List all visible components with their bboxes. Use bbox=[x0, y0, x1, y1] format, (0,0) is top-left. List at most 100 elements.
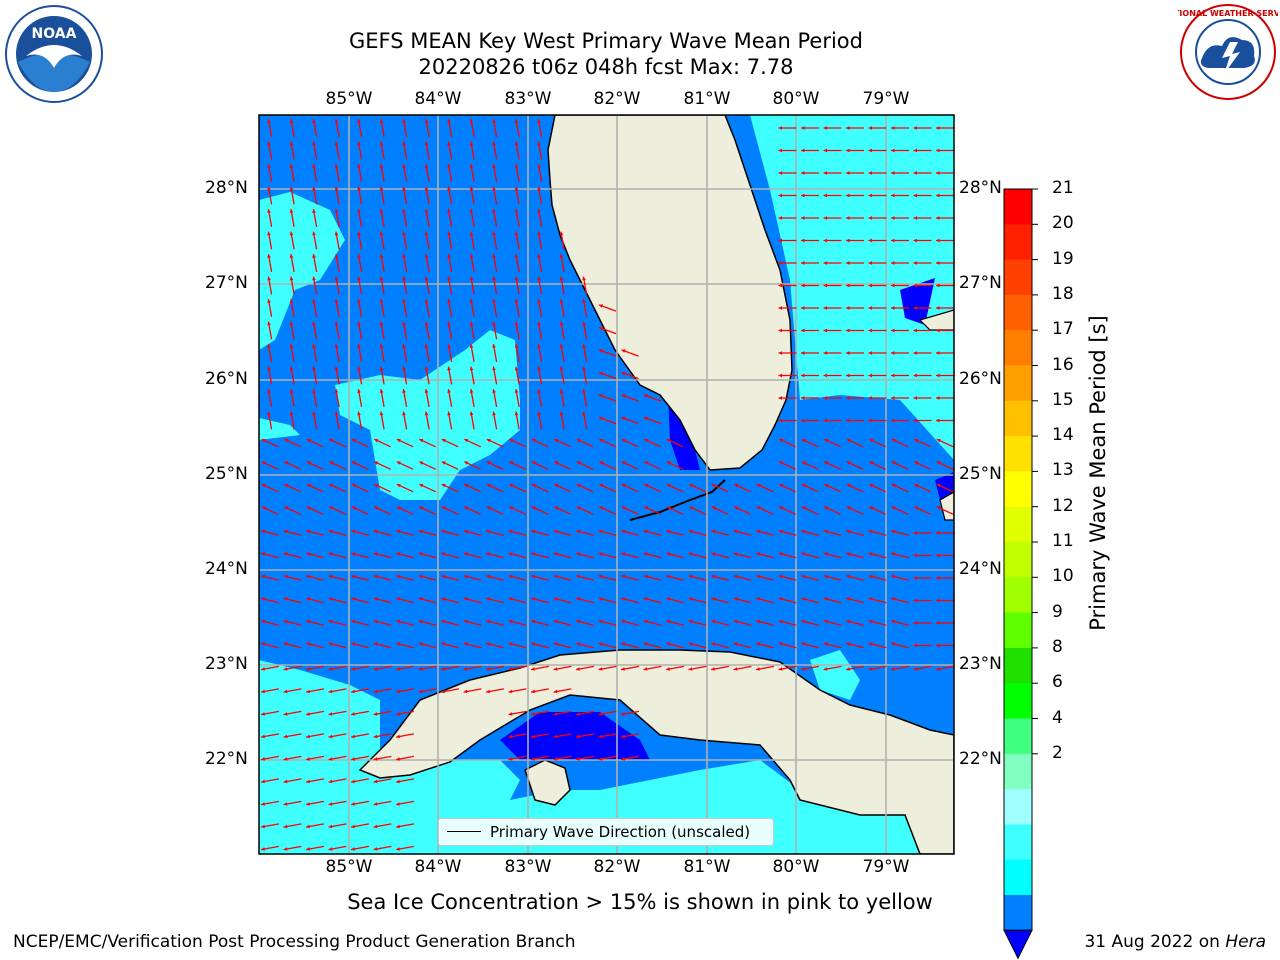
wave-arrow-head bbox=[261, 461, 266, 465]
wave-arrow-head bbox=[779, 483, 784, 488]
wave-arrow-head bbox=[351, 597, 356, 601]
wave-arrow-head bbox=[576, 438, 581, 443]
wave-arrow-head bbox=[621, 619, 626, 624]
wave-arrow-head bbox=[424, 231, 429, 236]
wave-arrow-head bbox=[621, 394, 626, 398]
wave-arrow-head bbox=[666, 529, 671, 534]
wave-arrow-head bbox=[447, 254, 451, 258]
wave-arrow-head bbox=[537, 141, 541, 146]
colorbar-segment bbox=[1004, 330, 1032, 366]
wave-arrow-head bbox=[936, 576, 940, 580]
wave-arrow-head bbox=[469, 119, 474, 123]
wave-arrow-head bbox=[351, 712, 355, 716]
wave-arrow-head bbox=[599, 461, 604, 465]
wave-arrow-head bbox=[284, 461, 289, 465]
wave-arrow-head bbox=[599, 326, 603, 331]
legend: Primary Wave Direction (unscaled) bbox=[438, 818, 774, 846]
wave-arrow-head bbox=[306, 779, 310, 784]
wave-arrow-head bbox=[688, 642, 693, 646]
wave-arrow-head bbox=[373, 824, 378, 829]
wave-arrow-head bbox=[801, 667, 805, 671]
wave-arrow-head bbox=[312, 209, 316, 213]
wave-arrow-head bbox=[599, 349, 603, 353]
wave-arrow-head bbox=[688, 574, 693, 579]
wave-arrow-head bbox=[306, 461, 311, 465]
wave-arrow-head bbox=[621, 734, 625, 739]
wave-arrow-head bbox=[868, 193, 872, 198]
wave-arrow-head bbox=[801, 642, 806, 646]
wave-arrow-head bbox=[469, 186, 474, 191]
map-frame bbox=[258, 114, 955, 855]
wave-arrow-head bbox=[913, 283, 917, 288]
wave-arrow-head bbox=[778, 238, 782, 243]
chart-title: GEFS MEAN Key West Primary Wave Mean Per… bbox=[349, 29, 863, 53]
wave-arrow-head bbox=[424, 389, 429, 393]
wave-arrow-head bbox=[261, 574, 266, 579]
wave-arrow-head bbox=[868, 351, 872, 355]
wave-arrow-head bbox=[576, 619, 581, 624]
wave-arrow-head bbox=[621, 461, 626, 465]
wave-arrow-head bbox=[621, 529, 626, 534]
wave-arrow-head bbox=[801, 597, 806, 601]
wave-arrow-head bbox=[576, 574, 581, 579]
wave-arrow-head bbox=[328, 642, 333, 646]
wave-arrow-head bbox=[267, 276, 271, 281]
wave-arrow-head bbox=[486, 461, 491, 465]
wave-arrow-head bbox=[514, 141, 519, 146]
wave-arrow-head bbox=[514, 254, 519, 258]
wave-arrow-head bbox=[868, 396, 872, 400]
nws-logo-text: NATIONAL WEATHER SERVICE bbox=[1178, 9, 1278, 18]
wave-arrow-head bbox=[891, 351, 895, 355]
wave-arrow-head bbox=[351, 483, 356, 488]
wave-arrow-head bbox=[537, 321, 541, 326]
wave-arrow-head bbox=[402, 299, 406, 303]
wave-arrow-head bbox=[379, 344, 384, 348]
wave-arrow-head bbox=[936, 598, 940, 603]
wave-arrow-head bbox=[334, 141, 339, 146]
wave-arrow-head bbox=[312, 366, 316, 371]
wave-arrow-head bbox=[373, 757, 378, 761]
wave-arrow-head bbox=[936, 553, 940, 558]
colorbar-tick-label: 14 bbox=[1052, 425, 1074, 446]
colorbar-segment bbox=[1004, 718, 1032, 755]
wave-arrow-head bbox=[868, 238, 872, 243]
wave-arrow-head bbox=[469, 321, 474, 326]
wave-arrow-head bbox=[598, 667, 603, 671]
legend-label: Primary Wave Direction (unscaled) bbox=[490, 823, 751, 841]
wave-arrow-head bbox=[869, 483, 874, 488]
wave-arrow-head bbox=[868, 283, 872, 288]
wave-arrow-head bbox=[801, 148, 805, 153]
wave-arrow-head bbox=[306, 847, 310, 851]
sea-ice-note: Sea Ice Concentration > 15% is shown in … bbox=[347, 890, 933, 914]
wave-arrow-head bbox=[621, 712, 625, 716]
wave-arrow-head bbox=[402, 254, 406, 258]
wave-arrow-head bbox=[778, 171, 782, 175]
wave-arrow-head bbox=[621, 349, 626, 353]
wave-arrow-head bbox=[508, 597, 513, 601]
lon-label-top: 85°W bbox=[325, 89, 373, 109]
wave-arrow-head bbox=[418, 689, 423, 694]
wave-arrow-head bbox=[553, 574, 558, 579]
wave-arrow-head bbox=[576, 483, 581, 488]
wave-arrow-head bbox=[441, 529, 446, 534]
wave-arrow-head bbox=[576, 667, 580, 671]
wave-arrow-head bbox=[778, 574, 783, 579]
wave-arrow-head bbox=[379, 231, 384, 236]
wave-arrow-head bbox=[351, 847, 355, 851]
colorbar-segment bbox=[1004, 683, 1032, 719]
wave-arrow-head bbox=[334, 389, 339, 393]
wave-arrow-head bbox=[514, 321, 519, 326]
wave-arrow-head bbox=[868, 126, 872, 130]
wave-arrow-head bbox=[621, 438, 626, 443]
wave-arrow-head bbox=[447, 411, 451, 416]
wave-arrow-head bbox=[868, 619, 873, 624]
wave-arrow-head bbox=[801, 283, 805, 288]
wave-arrow-head bbox=[868, 597, 873, 601]
wave-arrow-head bbox=[357, 344, 361, 348]
wave-arrow-head bbox=[823, 261, 827, 265]
wave-arrow-head bbox=[891, 642, 896, 646]
wave-arrow-head bbox=[846, 261, 850, 265]
wave-arrow-head bbox=[913, 373, 917, 378]
wave-arrow-head bbox=[598, 734, 603, 739]
wave-arrow-head bbox=[936, 418, 940, 423]
